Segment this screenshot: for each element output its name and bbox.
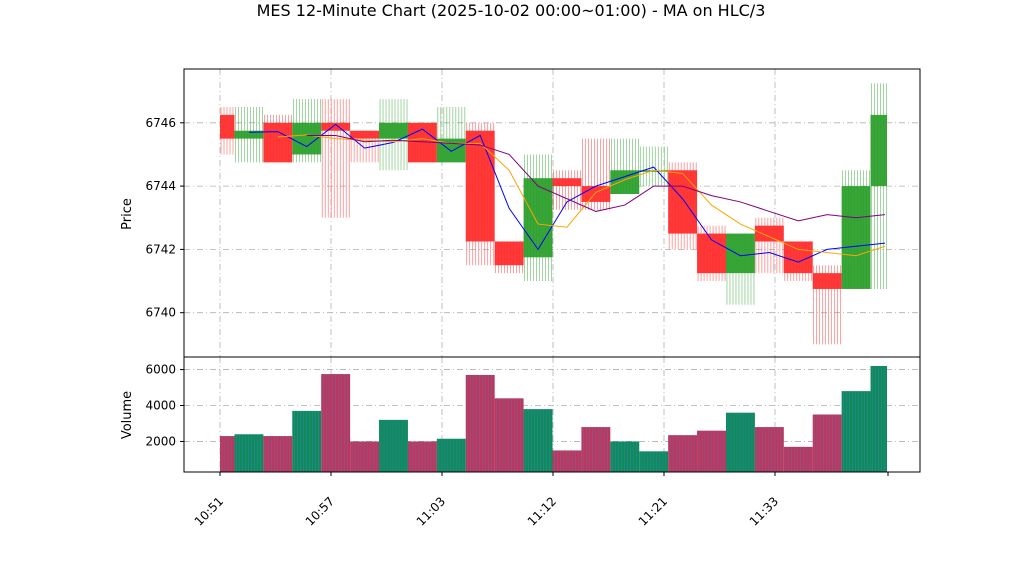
candle-body	[870, 114, 887, 187]
candle-body	[465, 130, 495, 242]
price-ytick-label: 6740	[145, 306, 176, 320]
volume-bar	[234, 434, 264, 472]
x-tick-label: 10:57	[303, 494, 337, 528]
moving-average-lines	[248, 123, 886, 263]
x-tick-label: 11:21	[636, 494, 670, 528]
volume-bar	[754, 427, 784, 472]
volume-panel: 2000 4000 6000 Volume	[120, 356, 921, 473]
volume-bar	[668, 435, 698, 472]
volume-bar	[263, 436, 293, 472]
volume-bar	[812, 414, 842, 472]
price-marks	[220, 83, 887, 345]
price-panel: 6740 6742 6744 6746 Price	[120, 68, 921, 358]
candle-body	[379, 122, 408, 139]
volume-bar	[725, 412, 755, 472]
candle-body	[523, 178, 553, 258]
volume-bar	[321, 374, 351, 472]
price-ytick-label: 6744	[145, 179, 176, 193]
volume-bar	[610, 441, 640, 472]
price-ytick-label: 6742	[145, 242, 176, 256]
candle-body	[321, 122, 351, 131]
moving-average-line	[306, 134, 886, 222]
volume-bar	[581, 427, 611, 472]
volume-bar	[523, 409, 553, 472]
volume-bar	[697, 430, 726, 472]
volume-bar	[350, 441, 380, 472]
price-ylabel: Price	[120, 198, 135, 230]
volume-bar	[841, 391, 871, 472]
candle-body	[754, 225, 784, 242]
volume-bar	[292, 410, 322, 472]
candle-body	[668, 170, 698, 234]
volume-ytick-label: 6000	[145, 363, 176, 377]
volume-bar	[379, 419, 408, 472]
volume-ytick-label: 4000	[145, 399, 176, 413]
volume-bar	[465, 374, 495, 472]
x-axis: 10:51 10:57 11:03 11:12 11:21 11:33	[192, 472, 889, 529]
volume-bar	[494, 398, 524, 472]
x-tick-label: 11:12	[525, 494, 559, 528]
x-tick-label: 11:03	[414, 494, 448, 528]
volume-bar	[783, 446, 813, 472]
x-tick-label: 11:33	[747, 494, 781, 528]
candle-body	[610, 170, 640, 195]
x-tick-label: 10:51	[192, 494, 226, 528]
candle-body	[494, 241, 524, 266]
candle-body	[812, 273, 842, 289]
candle-body	[436, 138, 466, 163]
volume-marks	[220, 365, 887, 472]
candle-body	[220, 114, 235, 139]
price-ytick-label: 6746	[145, 116, 176, 130]
candle-body	[725, 233, 755, 274]
candle-body	[234, 130, 264, 139]
candle-body	[263, 122, 293, 163]
chart-title: MES 12-Minute Chart (2025-10-02 00:00~01…	[257, 1, 766, 20]
volume-frame	[183, 356, 921, 473]
volume-bar	[436, 438, 466, 472]
candle-body	[552, 178, 582, 187]
volume-bar	[639, 451, 669, 472]
candle-body	[841, 186, 871, 289]
volume-bar	[552, 450, 582, 472]
volume-bar	[407, 441, 437, 472]
candle-body	[639, 170, 669, 172]
volume-yticks: 2000 4000 6000	[145, 363, 184, 448]
price-yticks: 6740 6742 6744 6746	[145, 116, 184, 320]
volume-ylabel: Volume	[120, 391, 135, 439]
moving-average-line	[248, 123, 886, 263]
volume-ytick-label: 2000	[145, 434, 176, 448]
candle-body	[350, 130, 380, 139]
